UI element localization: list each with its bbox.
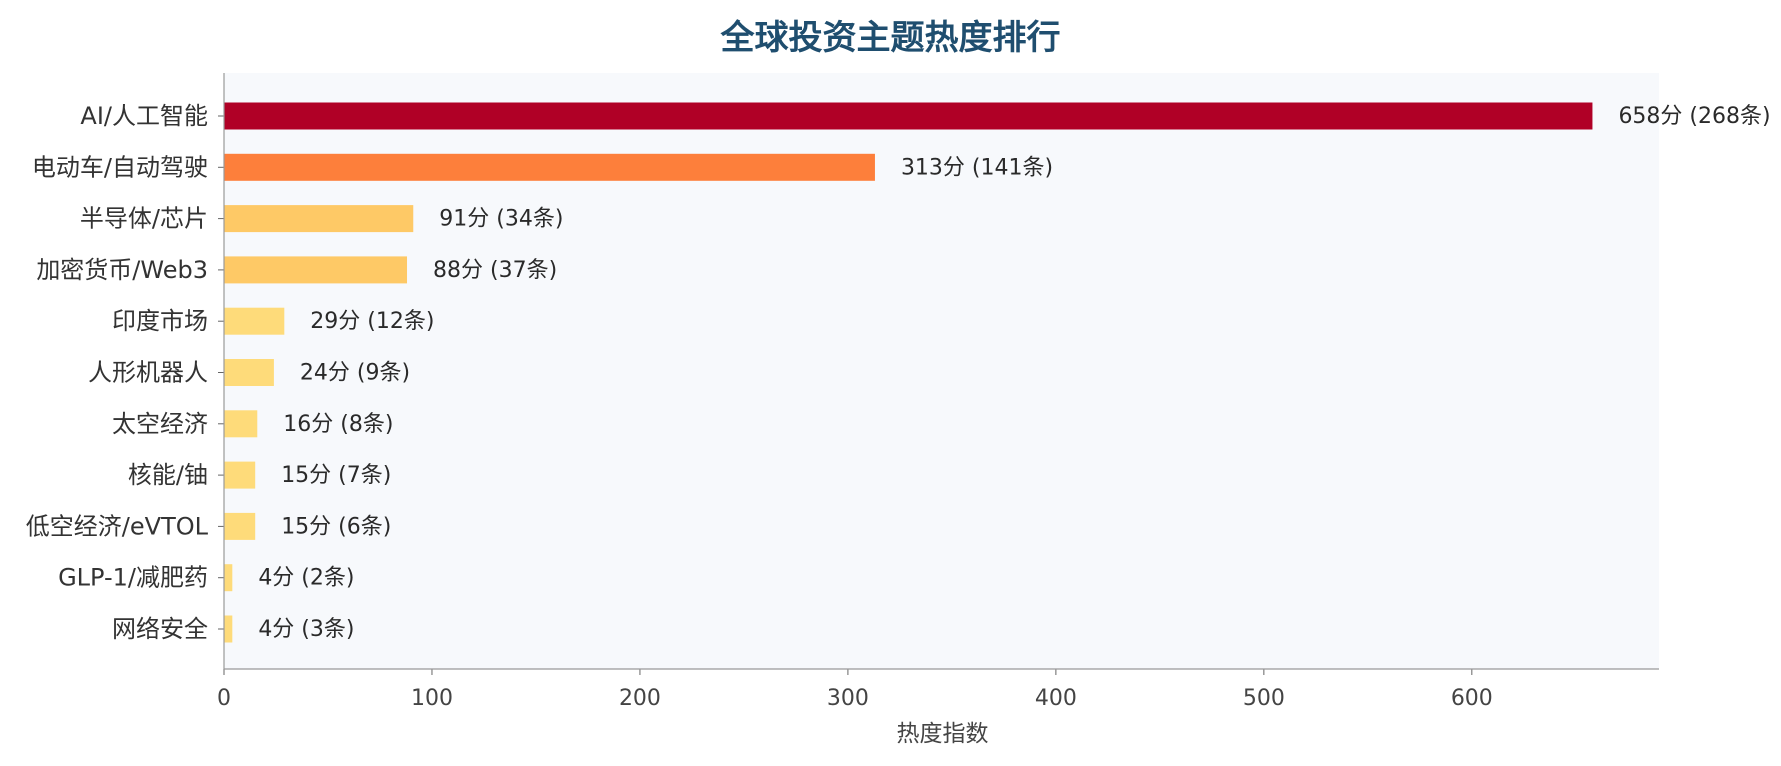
bar [224,512,256,540]
bar [224,307,285,335]
x-tick-label: 600 [1451,686,1493,711]
x-tick-label: 200 [619,686,661,711]
bar [224,615,233,643]
x-ticks: 0 100 200 300 400 500 600 [217,669,1493,711]
y-tick-label: AI/人工智能 [80,102,208,130]
value-label: 16分 (8条) [283,412,393,437]
bar [224,410,258,438]
x-tick-label: 100 [411,686,453,711]
x-axis-title: 热度指数 [897,721,989,747]
y-tick-label: 核能/铀 [128,461,208,489]
value-label: 4分 (3条) [258,617,354,642]
y-tick-label: 印度市场 [112,307,208,335]
value-label: 313分 (141条) [901,155,1053,180]
x-tick-label: 500 [1243,686,1285,711]
value-label: 91分 (34条) [439,207,563,232]
bar [224,102,1593,130]
value-label: 24分 (9条) [300,361,410,386]
value-label: 4分 (2条) [258,566,354,591]
value-label: 15分 (6条) [281,514,391,539]
y-tick-label: 太空经济 [112,410,208,438]
value-label: 29分 (12条) [310,309,434,334]
bar [224,359,274,386]
value-label: 15分 (7条) [281,463,391,488]
y-tick-label: 电动车/自动驾驶 [32,153,208,181]
y-tick-label: 网络安全 [112,615,208,643]
bar [224,153,875,181]
value-labels: 658分 (268条) 313分 (141条) 91分 (34条) 88分 (37条)… [258,104,1770,642]
bars-group [224,102,1593,643]
y-tick-label: 低空经济/eVTOL [26,512,209,540]
bar [224,256,408,284]
x-tick-label: 0 [217,686,231,711]
bar [224,461,256,489]
y-tick-label: 加密货币/Web3 [36,256,208,284]
y-tick-label: 人形机器人 [88,359,208,387]
chart-title: 全球投资主题热度排行 [720,18,1061,58]
bar [224,205,414,233]
value-label: 88分 (37条) [433,258,557,283]
bar [224,564,233,592]
value-label: 658分 (268条) [1618,104,1770,129]
y-tick-label: 半导体/芯片 [80,205,208,233]
y-tick-label: GLP-1/减肥药 [58,564,208,592]
x-tick-label: 300 [827,686,869,711]
x-tick-label: 400 [1035,686,1077,711]
